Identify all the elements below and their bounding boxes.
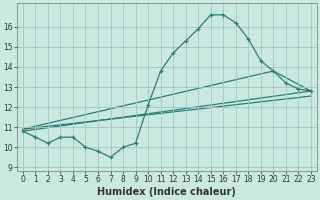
X-axis label: Humidex (Indice chaleur): Humidex (Indice chaleur) (98, 187, 236, 197)
